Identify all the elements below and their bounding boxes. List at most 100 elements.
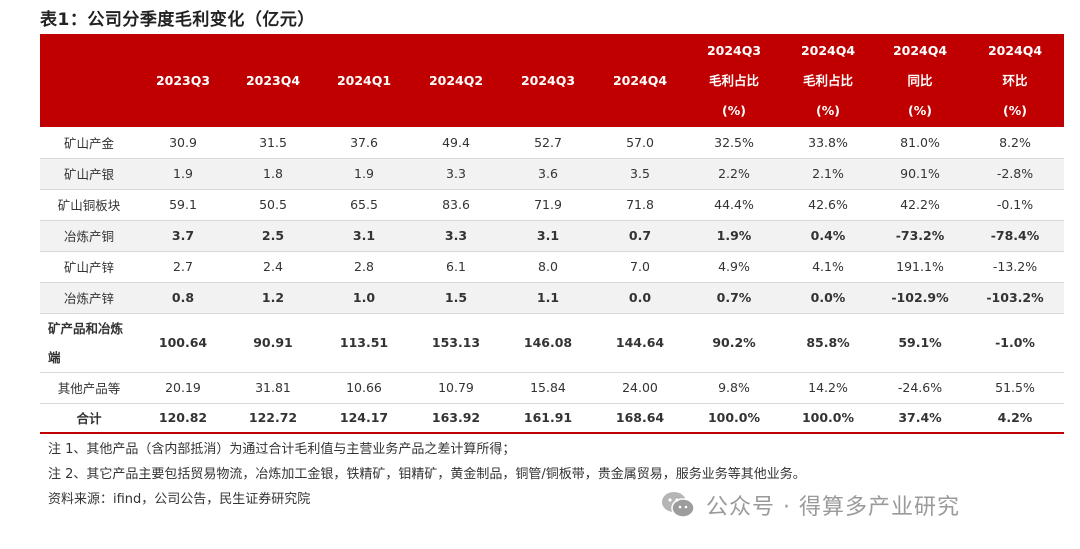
- row-label: 矿山产金: [63, 135, 114, 151]
- table-row: 矿山产锌 2.7 2.4 2.8 6.1 8.0 7.0 4.9% 4.1% 1…: [40, 251, 1064, 282]
- table-cell: 37.6: [350, 134, 378, 150]
- table-cell: -78.4%: [990, 228, 1040, 243]
- header-cell-2024q3-share: 2024Q3 毛利占比 (%): [686, 34, 782, 127]
- row-label: 冶炼产铜: [63, 229, 114, 244]
- table-cell: 161.91: [523, 410, 573, 426]
- table-cell: 90.1%: [900, 166, 940, 181]
- table-cell: -103.2%: [986, 290, 1044, 305]
- row-label: 矿山铜板块: [57, 198, 121, 213]
- table-cell: 1.2: [261, 290, 285, 305]
- table-cell: 1.0: [352, 290, 376, 305]
- table-cell: 90.2%: [712, 335, 756, 350]
- table-cell: 4.1%: [812, 259, 844, 274]
- footnote-2: 注 2、其它产品主要包括贸易物流，冶炼加工金银，铁精矿，钼精矿，黄金制品，铜管/…: [48, 467, 806, 482]
- table-cell: 65.5: [350, 197, 378, 212]
- table-cell: 42.6%: [808, 197, 848, 212]
- table-cell: 51.5%: [995, 380, 1035, 395]
- footnotes: 注 1、其他产品（含内部抵消）为通过合计毛利值与主营业务产品之差计算所得； 注 …: [48, 437, 806, 512]
- table-cell: 146.08: [523, 335, 573, 350]
- table-row: 矿产品和冶炼端 100.64 90.91 113.51 153.13 146.0…: [40, 313, 1064, 372]
- row-label: 矿山产银: [63, 167, 114, 182]
- row-label: 矿山产锌: [63, 260, 114, 275]
- table-row: 其他产品等 20.19 31.81 10.66 10.79 15.84 24.0…: [40, 372, 1064, 403]
- table-row: 冶炼产锌 0.8 1.2 1.0 1.5 1.1 0.0 0.7% 0.0% -…: [40, 282, 1064, 313]
- table-cell: 3.1: [536, 228, 560, 243]
- table-cell: -1.0%: [995, 335, 1035, 350]
- table-cell: 6.1: [446, 259, 466, 274]
- table-cell: 31.5: [259, 134, 287, 150]
- table-cell: 44.4%: [714, 197, 754, 212]
- row-label: 合计: [76, 411, 102, 427]
- table-cell: 32.5%: [714, 134, 754, 150]
- table-cell: 100.64: [158, 335, 208, 350]
- table-cell: 7.0: [630, 259, 650, 274]
- row-label: 其他产品等: [57, 381, 121, 396]
- table-cell: 85.8%: [806, 335, 850, 350]
- table-cell: 1.5: [444, 290, 468, 305]
- header-cell-2023q4: 2023Q4: [228, 34, 318, 127]
- table-cell: 100.0%: [801, 410, 855, 426]
- table-cell: 153.13: [431, 335, 481, 350]
- table-cell: 124.17: [339, 410, 389, 426]
- table-cell: 83.6: [442, 197, 470, 212]
- table-cell: 2.1%: [812, 166, 844, 181]
- table-cell: 57.0: [626, 134, 654, 150]
- table-cell: 3.5: [630, 166, 650, 181]
- table-cell: 3.3: [444, 228, 468, 243]
- table-cell: 8.0: [538, 259, 558, 274]
- table-row: 矿山产金 30.9 31.5 37.6 49.4 52.7 57.0 32.5%…: [40, 127, 1064, 158]
- header-cell-2024q2: 2024Q2: [410, 34, 502, 127]
- table-cell: 1.8: [263, 166, 283, 181]
- table-title: 表1：公司分季度毛利变化（亿元）: [40, 10, 315, 30]
- table-cell: 0.7: [628, 228, 652, 243]
- footnote-1: 注 1、其他产品（含内部抵消）为通过合计毛利值与主营业务产品之差计算所得；: [48, 442, 516, 457]
- table-cell: 0.7%: [716, 290, 752, 305]
- wechat-icon: [662, 492, 695, 518]
- table-cell: 50.5: [259, 197, 287, 212]
- table-cell: 49.4: [442, 134, 470, 150]
- table-cell: 10.79: [438, 380, 474, 395]
- table-cell: 8.2%: [999, 134, 1031, 150]
- row-label: 矿产品和冶炼端: [48, 320, 124, 365]
- table-cell: 10.66: [346, 380, 382, 395]
- table-cell: 0.4%: [810, 228, 846, 243]
- table-cell: 1.9%: [716, 228, 752, 243]
- header-cell-2024q4-qoq: 2024Q4 环比 (%): [966, 34, 1064, 127]
- table-cell: 52.7: [534, 134, 562, 150]
- table-cell: 2.7: [173, 259, 193, 274]
- header-cell-2024q1: 2024Q1: [318, 34, 410, 127]
- table-cell: 3.3: [446, 166, 466, 181]
- table-cell: 30.9: [169, 134, 197, 150]
- table-cell: 3.1: [352, 228, 376, 243]
- table-cell: 163.92: [431, 410, 481, 426]
- table-cell: 2.4: [263, 259, 283, 274]
- table-cell: 31.81: [255, 380, 291, 395]
- header-row: 2023Q3 2023Q4 2024Q1 2024Q2 2024Q3 2024Q…: [40, 34, 1064, 127]
- table-cell: 24.00: [622, 380, 658, 395]
- table-cell: 100.0%: [707, 410, 761, 426]
- table-cell: 14.2%: [808, 380, 848, 395]
- watermark: 公众号 · 得算多产业研究: [660, 488, 960, 522]
- table-cell: -2.8%: [996, 166, 1034, 181]
- table-cell: 4.9%: [718, 259, 750, 274]
- table-row: 矿山产银 1.9 1.8 1.9 3.3 3.6 3.5 2.2% 2.1% 9…: [40, 158, 1064, 189]
- table-cell: -13.2%: [992, 259, 1038, 274]
- table-cell: 2.8: [354, 259, 374, 274]
- header-cell-2024q4-yoy: 2024Q4 同比 (%): [874, 34, 966, 127]
- table-cell: 0.0: [628, 290, 652, 305]
- table-cell: 42.2%: [900, 197, 940, 212]
- table-cell: -102.9%: [891, 290, 949, 305]
- row-label: 冶炼产锌: [63, 291, 114, 306]
- table-cell: -73.2%: [895, 228, 945, 243]
- table-cell: 59.1%: [898, 335, 942, 350]
- table-row: 矿山铜板块 59.1 50.5 65.5 83.6 71.9 71.8 44.4…: [40, 189, 1064, 220]
- table-cell: 168.64: [615, 410, 665, 426]
- table-cell: 33.8%: [808, 134, 848, 150]
- table-cell: -24.6%: [897, 380, 943, 395]
- table-cell: 81.0%: [900, 134, 940, 150]
- table-row-total: 合计 120.82 122.72 124.17 163.92 161.91 16…: [40, 403, 1064, 433]
- header-cell-2024q4: 2024Q4: [594, 34, 686, 127]
- watermark-text: 公众号 · 得算多产业研究: [706, 495, 960, 520]
- table-cell: 1.1: [536, 290, 560, 305]
- header-cell-2024q3: 2024Q3: [502, 34, 594, 127]
